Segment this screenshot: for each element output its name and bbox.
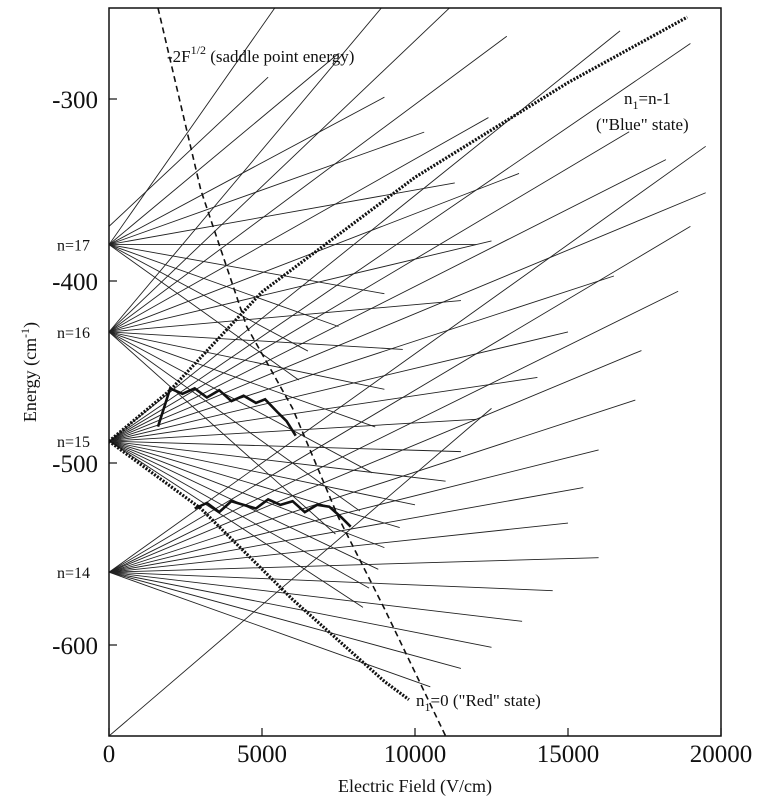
x-tick-label: 20000 xyxy=(690,741,753,768)
stark-line xyxy=(109,30,621,442)
highlighted-curves xyxy=(109,8,689,736)
stark-line xyxy=(109,96,385,245)
x-tick-label: 10000 xyxy=(384,741,447,768)
y-tick-label: -500 xyxy=(52,451,98,478)
y-tick-label: -400 xyxy=(52,269,98,296)
stark-line xyxy=(109,331,569,442)
stark-line xyxy=(109,571,492,648)
blue-state-label-line1: n1=n-1 xyxy=(624,89,671,112)
stark-line xyxy=(109,43,691,442)
stark-line xyxy=(109,182,455,246)
stark-line xyxy=(109,440,446,482)
stark-line xyxy=(109,522,569,573)
stark-line xyxy=(109,244,309,352)
blue-state-label-line2: ("Blue" state) xyxy=(596,115,689,134)
stark-line xyxy=(109,117,489,333)
stark-line xyxy=(109,145,706,573)
level-label: n=17 xyxy=(57,238,90,255)
stark-line xyxy=(109,8,382,333)
stark-line xyxy=(109,226,691,573)
upper-crossing-path xyxy=(156,386,297,437)
saddle-point-label: -2F1/2 (saddle point energy) xyxy=(167,43,354,66)
stark-line xyxy=(109,35,508,333)
stark-line xyxy=(109,300,461,333)
blue-state-curve xyxy=(109,15,689,443)
stark-line xyxy=(109,331,361,512)
stark-line xyxy=(109,440,370,589)
stark-line xyxy=(109,8,276,245)
level-label: n=15 xyxy=(57,434,90,451)
stark-line xyxy=(109,240,492,333)
stark-line xyxy=(109,244,339,327)
stark-line xyxy=(109,350,642,573)
saddle-point-curve xyxy=(157,8,447,736)
x-tick-label: 0 xyxy=(103,741,116,768)
stark-line xyxy=(109,244,385,295)
stark-line xyxy=(109,557,599,573)
stark-line xyxy=(109,377,538,442)
stark-line xyxy=(109,571,431,688)
x-axis-title: Electric Field (V/cm) xyxy=(338,776,492,797)
stark-line xyxy=(109,53,339,245)
principal-quantum-number-labels: n=14 n=15 n=16 n=17 xyxy=(57,238,90,583)
stark-line xyxy=(109,571,462,669)
stark-line xyxy=(109,440,416,506)
level-label: n=14 xyxy=(57,565,90,582)
stark-line xyxy=(109,408,492,736)
red-state-label: n1=0 ("Red" state) xyxy=(416,691,541,714)
stark-line xyxy=(109,487,584,573)
stark-line xyxy=(109,331,373,474)
stark-line xyxy=(109,244,299,381)
stark-manifold-lines xyxy=(109,8,706,736)
stark-line xyxy=(109,440,400,529)
x-tick-label: 5000 xyxy=(237,741,287,768)
stark-line xyxy=(109,331,336,535)
red-state-curve xyxy=(109,439,410,701)
stark-line xyxy=(109,159,667,442)
stark-line xyxy=(109,131,425,246)
stark-line xyxy=(109,290,679,573)
stark-line xyxy=(109,440,364,608)
stark-line xyxy=(109,76,269,227)
x-tick-label: 15000 xyxy=(537,741,600,768)
y-tick-label: -600 xyxy=(52,633,98,660)
stark-line xyxy=(109,399,636,573)
lower-crossing-path xyxy=(194,497,352,528)
stark-line xyxy=(109,173,520,333)
stark-line xyxy=(109,275,615,442)
stark-line xyxy=(109,8,451,333)
axis-ticks: 0 5000 10000 15000 20000 -300 -400 -500 -600 xyxy=(52,87,752,768)
stark-line xyxy=(109,331,385,390)
stark-line xyxy=(109,449,599,573)
y-axis-title: Energy (cm-1) xyxy=(18,322,41,422)
stark-line xyxy=(109,331,376,428)
stark-line xyxy=(109,571,523,622)
stark-line xyxy=(109,440,385,549)
y-tick-label: -300 xyxy=(52,87,98,114)
stark-line xyxy=(109,571,553,592)
stark-line xyxy=(109,192,706,442)
level-label: n=16 xyxy=(57,325,90,342)
